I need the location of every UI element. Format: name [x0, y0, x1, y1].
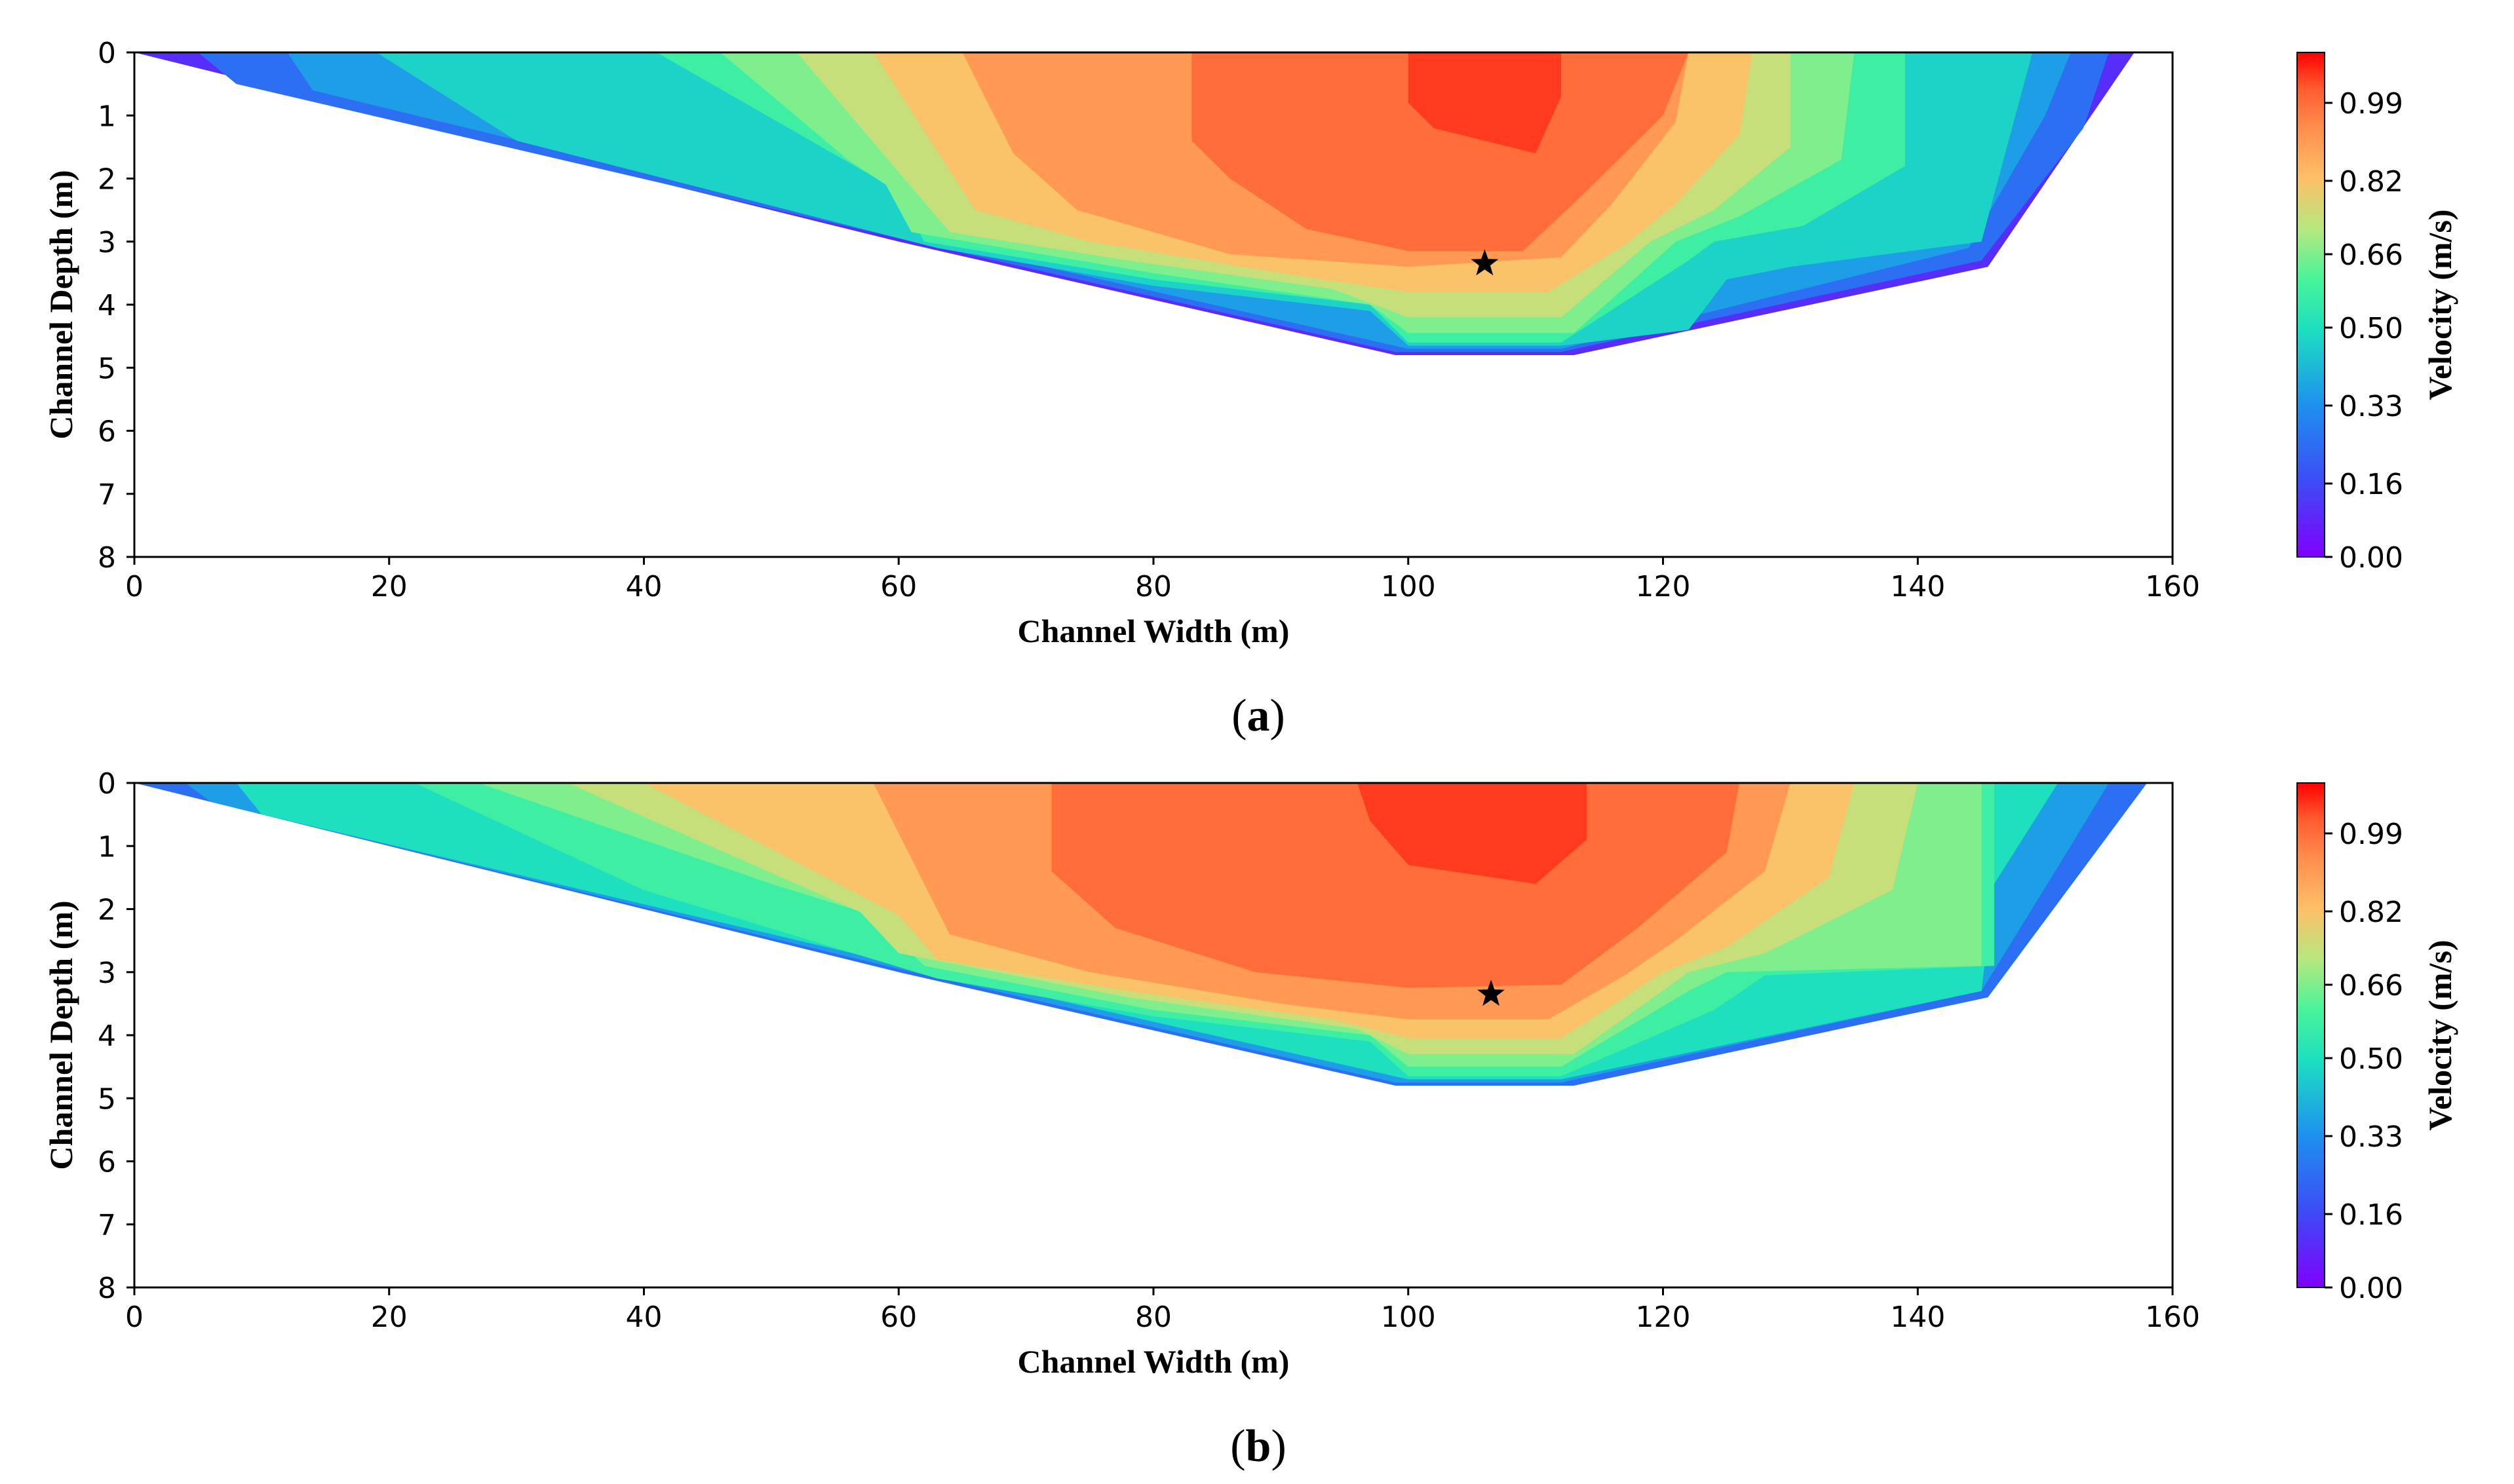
x-tick-label: 140: [1890, 570, 1945, 603]
contour-plot-a: [134, 52, 2135, 355]
x-tick-label: 40: [626, 1301, 663, 1334]
y-tick-label: 4: [98, 1019, 116, 1053]
x-ticks-a: 0 20 40 60 80 100 120 140 160: [125, 557, 2200, 603]
y-tick-label: 2: [98, 163, 116, 197]
y-tick-label: 5: [98, 352, 116, 385]
x-tick-label: 120: [1636, 570, 1691, 603]
y-ticks-a: 0 1 2 3 4 5 6 7 8: [98, 37, 134, 575]
x-tick-label: 0: [125, 570, 144, 603]
x-tick-label: 60: [880, 570, 917, 603]
colorbar-tick-label: 0.82: [2339, 165, 2403, 199]
x-tick-label: 160: [2145, 570, 2200, 603]
y-tick-label: 4: [98, 289, 116, 322]
y-axis-label-a: Channel Depth (m): [43, 170, 79, 439]
colorbar-tick-label: 0.50: [2339, 312, 2403, 345]
colorbar-ticks-a: 0.00 0.16 0.33 0.50 0.66 0.82 0.99: [2325, 87, 2403, 575]
y-tick-label: 1: [98, 100, 116, 133]
y-tick-label: 7: [98, 478, 116, 512]
colorbar-tick-label: 0.16: [2339, 468, 2403, 501]
y-tick-label: 7: [98, 1209, 116, 1242]
star-marker: [1471, 249, 1499, 276]
y-tick-label: 1: [98, 830, 116, 864]
colorbar-tick-label: 0.66: [2339, 969, 2403, 1002]
x-axis-label-b: Channel Width (m): [1018, 1343, 1290, 1380]
colorbar-gradient-a: [2296, 52, 2325, 558]
colorbar-tick-label: 0.99: [2339, 87, 2403, 121]
y-tick-label: 2: [98, 894, 116, 927]
colorbar-tick-label: 0.33: [2339, 1120, 2403, 1154]
y-tick-label: 0: [98, 37, 116, 70]
panel-label-a: (a): [1231, 691, 1285, 741]
colorbar-tick-label: 0.50: [2339, 1042, 2403, 1076]
colorbar-tick-label: 0.16: [2339, 1198, 2403, 1232]
colorbar-label-b: Velocity (m/s): [2422, 940, 2458, 1130]
x-tick-label: 40: [626, 570, 663, 603]
contour-band-9: [1357, 783, 1587, 884]
x-tick-label: 80: [1135, 1301, 1172, 1334]
x-axis-label-a: Channel Width (m): [1018, 613, 1290, 649]
x-tick-label: 160: [2145, 1301, 2200, 1334]
x-ticks-b: 0 20 40 60 80 100 120 140 160: [125, 1287, 2200, 1334]
x-tick-label: 0: [125, 1301, 144, 1334]
y-tick-label: 8: [98, 1272, 116, 1305]
x-tick-label: 20: [371, 1301, 408, 1334]
panel-a: 0 20 40 60 80 100 120 140 160 0 1 2 3 4 5 6 7 8 Channel …: [43, 37, 2458, 741]
colorbar-label-a: Velocity (m/s): [2422, 209, 2458, 400]
contour-plot-b: [134, 783, 2148, 1086]
colorbar-tick-label: 0.66: [2339, 238, 2403, 272]
y-tick-label: 5: [98, 1082, 116, 1116]
y-axis-label-b: Channel Depth (m): [43, 900, 79, 1170]
y-ticks-b: 0 1 2 3 4 5 6 7 8: [98, 767, 134, 1305]
colorbar-ticks-b: 0.00 0.16 0.33 0.50 0.66 0.82 0.99: [2325, 818, 2403, 1305]
contour-band-10: [1408, 52, 1561, 153]
x-tick-label: 80: [1135, 570, 1172, 603]
panel-label-b: (b): [1230, 1421, 1286, 1472]
colorbar-tick-label: 0.00: [2339, 1272, 2403, 1305]
colorbar-tick-label: 0.00: [2339, 541, 2403, 575]
x-tick-label: 100: [1381, 570, 1436, 603]
colorbar-tick-label: 0.82: [2339, 896, 2403, 929]
x-tick-label: 20: [371, 570, 408, 603]
x-tick-label: 120: [1636, 1301, 1691, 1334]
y-tick-label: 0: [98, 767, 116, 801]
colorbar-tick-label: 0.33: [2339, 390, 2403, 423]
colorbar-gradient-b: [2296, 782, 2325, 1288]
y-tick-label: 3: [98, 226, 116, 259]
x-tick-label: 100: [1381, 1301, 1436, 1334]
x-tick-label: 140: [1890, 1301, 1945, 1334]
y-tick-label: 6: [98, 1146, 116, 1179]
y-tick-label: 3: [98, 957, 116, 990]
colorbar-tick-label: 0.99: [2339, 818, 2403, 851]
contour-band-9: [1191, 52, 1689, 252]
x-tick-label: 60: [880, 1301, 917, 1334]
colorbar-b: 0.00 0.16 0.33 0.50 0.66 0.82 0.99 Velocity (m…: [2296, 782, 2458, 1305]
colorbar-a: 0.00 0.16 0.33 0.50 0.66 0.82 0.99 Velocity (m…: [2296, 52, 2458, 575]
y-tick-label: 6: [98, 415, 116, 449]
star-marker: [1477, 980, 1505, 1006]
panel-b: 0 20 40 60 80 100 120 140 160 0 1 2 3 4 5 6 7 8 Channel …: [43, 767, 2458, 1472]
y-tick-label: 8: [98, 541, 116, 575]
